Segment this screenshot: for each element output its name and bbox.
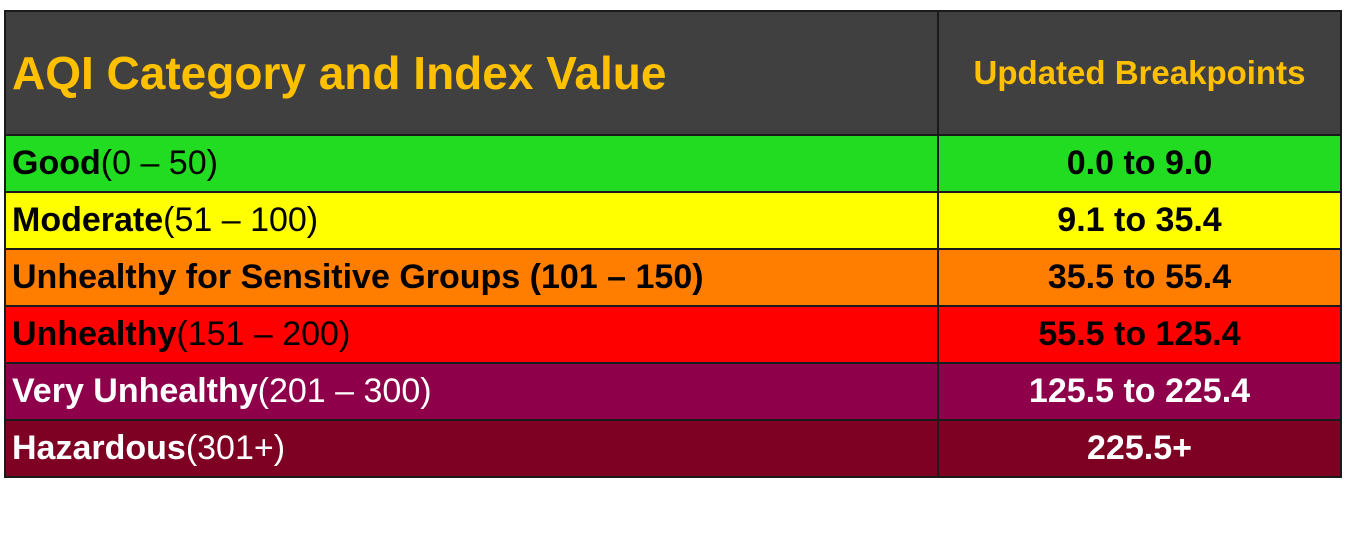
index-range: (301+): [185, 429, 286, 467]
breakpoints-cell: 9.1 to 35.4: [937, 191, 1342, 250]
category-column-header: AQI Category and Index Value: [4, 10, 939, 136]
category-cell: Very Unhealthy(201 – 300): [4, 362, 939, 421]
index-range: (51 – 100): [163, 201, 319, 239]
category-name: Good: [12, 144, 101, 182]
category-name: Moderate: [12, 201, 164, 239]
breakpoints-cell: 55.5 to 125.4: [937, 305, 1342, 364]
category-name: Unhealthy for Sensitive Groups: [12, 258, 521, 296]
table-row: Very Unhealthy(201 – 300) 125.5 to 225.4: [4, 362, 1342, 421]
table-row: Unhealthy for Sensitive Groups (101 – 15…: [4, 248, 1342, 307]
header-row: AQI Category and Index Value Updated Bre…: [4, 10, 1342, 136]
table-row: Good(0 – 50) 0.0 to 9.0: [4, 134, 1342, 193]
table-row: Moderate(51 – 100) 9.1 to 35.4: [4, 191, 1342, 250]
category-cell: Hazardous(301+): [4, 419, 939, 478]
category-cell: Moderate(51 – 100): [4, 191, 939, 250]
breakpoints-cell: 35.5 to 55.4: [937, 248, 1342, 307]
category-cell: Unhealthy for Sensitive Groups (101 – 15…: [4, 248, 939, 307]
index-range: (0 – 50): [100, 144, 218, 182]
index-range: (201 – 300): [257, 372, 432, 410]
breakpoints-cell: 225.5+: [937, 419, 1342, 478]
index-range: (151 – 200): [176, 315, 351, 353]
index-range: (101 – 150): [520, 258, 704, 296]
breakpoints-cell: 0.0 to 9.0: [937, 134, 1342, 193]
category-cell: Unhealthy(151 – 200): [4, 305, 939, 364]
breakpoints-column-header: Updated Breakpoints: [937, 10, 1342, 136]
table-row: Hazardous(301+) 225.5+: [4, 419, 1342, 478]
breakpoints-cell: 125.5 to 225.4: [937, 362, 1342, 421]
category-name: Unhealthy: [12, 315, 177, 353]
category-name: Very Unhealthy: [12, 372, 258, 410]
aqi-table: AQI Category and Index Value Updated Bre…: [4, 10, 1342, 478]
category-name: Hazardous: [12, 429, 186, 467]
table-row: Unhealthy(151 – 200) 55.5 to 125.4: [4, 305, 1342, 364]
category-cell: Good(0 – 50): [4, 134, 939, 193]
